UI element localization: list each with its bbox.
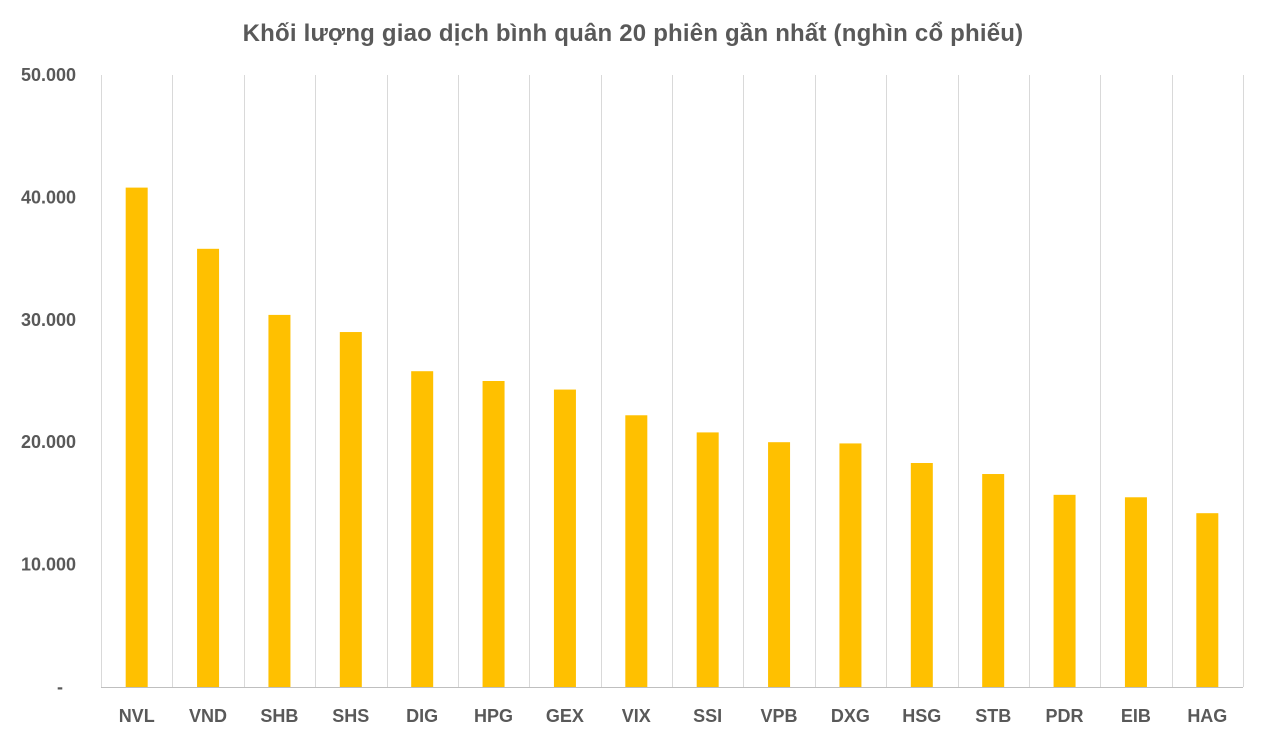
x-tick-label: VIX bbox=[622, 706, 651, 726]
bar-nvl bbox=[125, 187, 148, 687]
y-tick-label: 10.000 bbox=[21, 555, 76, 575]
x-tick-label: SHB bbox=[260, 706, 298, 726]
bar-vix bbox=[625, 415, 648, 687]
chart-title: Khối lượng giao dịch bình quân 20 phiên … bbox=[242, 20, 1024, 47]
x-tick-label: VND bbox=[189, 706, 227, 726]
x-tick-label: DIG bbox=[406, 706, 438, 726]
y-tick-label: 20.000 bbox=[21, 432, 76, 452]
bar-ssi bbox=[696, 432, 719, 687]
y-tick-label: 50.000 bbox=[21, 65, 76, 85]
bar-hsg bbox=[910, 463, 933, 687]
x-tick-label: SHS bbox=[332, 706, 369, 726]
x-tick-label: VPB bbox=[761, 706, 798, 726]
x-tick-label: STB bbox=[975, 706, 1011, 726]
bar-vnd bbox=[197, 248, 220, 688]
bar-dxg bbox=[839, 443, 862, 687]
bar-gex bbox=[553, 389, 576, 687]
bar-stb bbox=[982, 474, 1005, 687]
bar-eib bbox=[1124, 497, 1147, 687]
bar-pdr bbox=[1053, 494, 1076, 687]
x-tick-label: EIB bbox=[1121, 706, 1151, 726]
x-tick-label: GEX bbox=[546, 706, 584, 726]
bar-hpg bbox=[482, 381, 505, 687]
y-tick-label: 30.000 bbox=[21, 310, 76, 330]
x-tick-label: NVL bbox=[119, 706, 155, 726]
y-tick-label: - bbox=[57, 677, 63, 697]
x-tick-label: PDR bbox=[1046, 706, 1084, 726]
bar-vpb bbox=[768, 442, 791, 687]
bar-dig bbox=[411, 371, 434, 687]
x-tick-label: DXG bbox=[831, 706, 870, 726]
bar-shb bbox=[268, 314, 291, 687]
y-tick-label: 40.000 bbox=[21, 187, 76, 207]
x-tick-label: SSI bbox=[693, 706, 722, 726]
x-tick-label: HSG bbox=[902, 706, 941, 726]
bar-hag bbox=[1196, 513, 1219, 687]
x-tick-label: HAG bbox=[1187, 706, 1227, 726]
bar-shs bbox=[339, 332, 362, 687]
x-tick-label: HPG bbox=[474, 706, 513, 726]
